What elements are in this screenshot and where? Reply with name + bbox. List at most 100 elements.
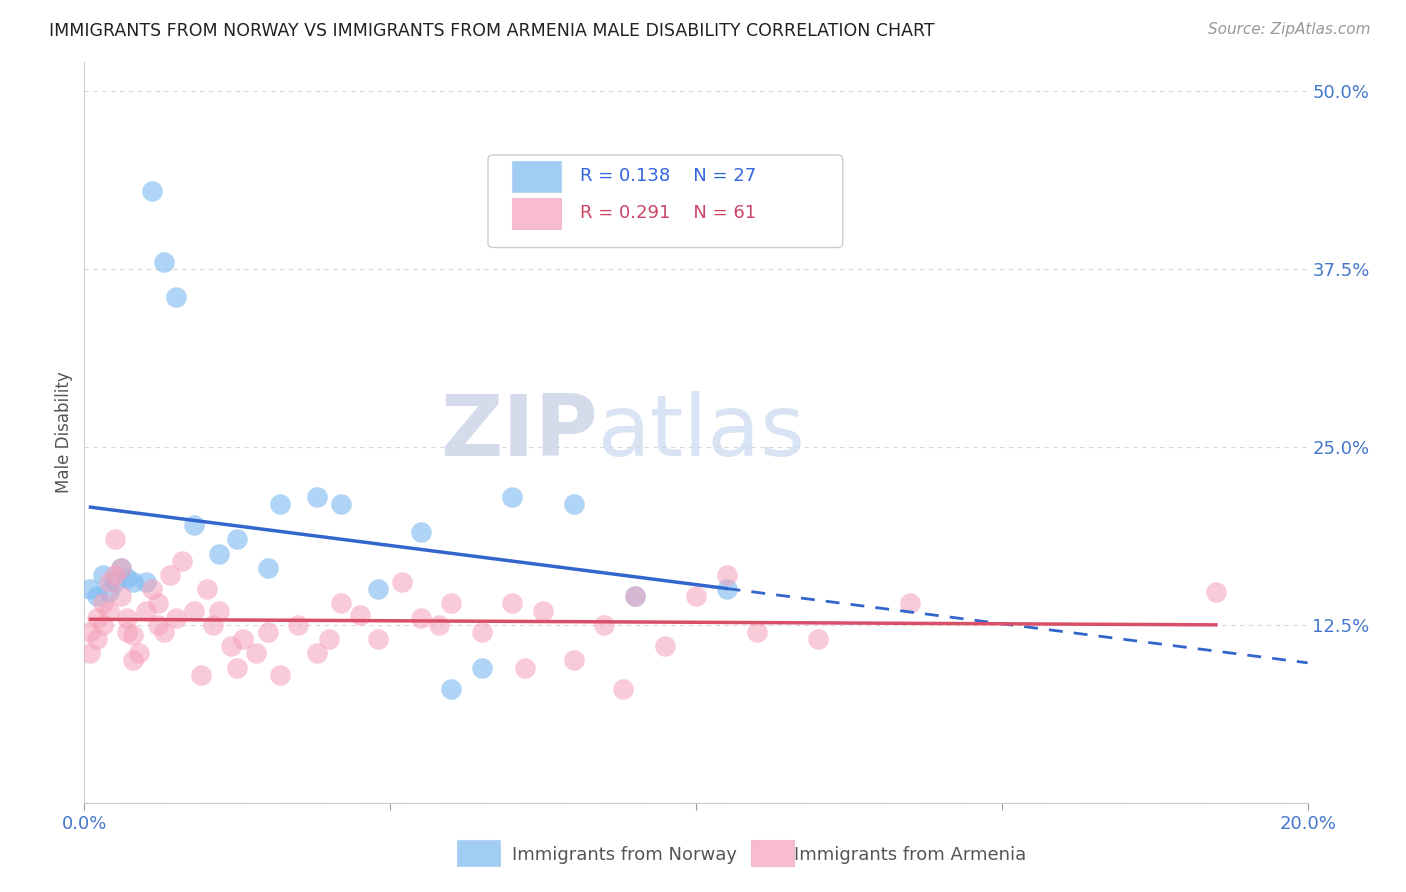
Point [146,617,169,632]
Point [165,610,187,624]
Point [562,653,585,667]
Text: Immigrants from Norway: Immigrants from Norway [513,846,738,863]
Point [624,590,647,604]
Point [91,617,114,632]
Point [471,624,494,639]
Point [122,575,145,590]
Point [349,607,371,622]
Point [807,632,830,646]
Point [513,660,536,674]
Point [104,568,127,582]
Point [91,568,114,582]
Point [305,490,328,504]
Text: R = 0.138    N = 27: R = 0.138 N = 27 [579,167,756,185]
Point [104,575,127,590]
Point [97,575,120,590]
Point [502,597,524,611]
Point [115,624,138,639]
Point [97,604,120,618]
Text: IMMIGRANTS FROM NORWAY VS IMMIGRANTS FROM ARMENIA MALE DISABILITY CORRELATION CH: IMMIGRANTS FROM NORWAY VS IMMIGRANTS FRO… [49,22,935,40]
Text: Source: ZipAtlas.com: Source: ZipAtlas.com [1208,22,1371,37]
Point [305,646,328,660]
Point [110,561,132,575]
Point [226,660,249,674]
Text: Immigrants from Armenia: Immigrants from Armenia [794,846,1026,863]
Point [122,653,145,667]
Point [269,497,291,511]
Point [86,610,108,624]
Point [716,582,738,597]
Point [654,639,676,653]
Point [159,568,181,582]
Point [172,554,194,568]
Point [183,518,205,533]
Point [79,624,101,639]
Point [245,646,267,660]
Point [409,610,432,624]
Point [367,632,389,646]
Point [226,533,249,547]
Point [201,617,224,632]
Point [79,646,101,660]
Text: R = 0.291    N = 61: R = 0.291 N = 61 [579,203,756,222]
Point [269,667,291,681]
Point [562,497,585,511]
Point [104,533,127,547]
Point [427,617,450,632]
Point [287,617,309,632]
Point [593,617,616,632]
Point [122,628,145,642]
Point [97,585,120,599]
Point [409,525,432,540]
Point [79,582,101,597]
Point [330,497,353,511]
Point [747,624,769,639]
Point [195,582,218,597]
Text: ZIP: ZIP [440,391,598,475]
Point [257,624,280,639]
Point [165,290,187,304]
Point [91,597,114,611]
Point [110,590,132,604]
Point [115,571,138,585]
Point [141,184,163,198]
Point [391,575,413,590]
Point [208,547,231,561]
Point [257,561,280,575]
Point [440,681,463,696]
Point [115,610,138,624]
Point [318,632,340,646]
FancyBboxPatch shape [488,155,842,247]
Point [110,561,132,575]
Point [153,624,176,639]
Point [367,582,389,597]
Bar [751,840,794,866]
Point [219,639,242,653]
Point [898,597,921,611]
Point [86,590,108,604]
Point [612,681,634,696]
Bar [457,840,501,866]
Bar [513,161,561,192]
Point [190,667,212,681]
Point [141,582,163,597]
Point [471,660,494,674]
Point [146,597,169,611]
Point [1205,585,1227,599]
Text: atlas: atlas [598,391,806,475]
Point [330,597,353,611]
Bar [513,198,561,229]
Point [531,604,554,618]
Point [128,646,150,660]
Y-axis label: Male Disability: Male Disability [55,372,73,493]
Point [502,490,524,504]
Point [232,632,254,646]
Point [86,632,108,646]
Point [153,254,176,268]
Point [135,604,157,618]
Point [685,590,707,604]
Point [624,590,647,604]
Point [135,575,157,590]
Point [183,604,205,618]
Point [716,568,738,582]
